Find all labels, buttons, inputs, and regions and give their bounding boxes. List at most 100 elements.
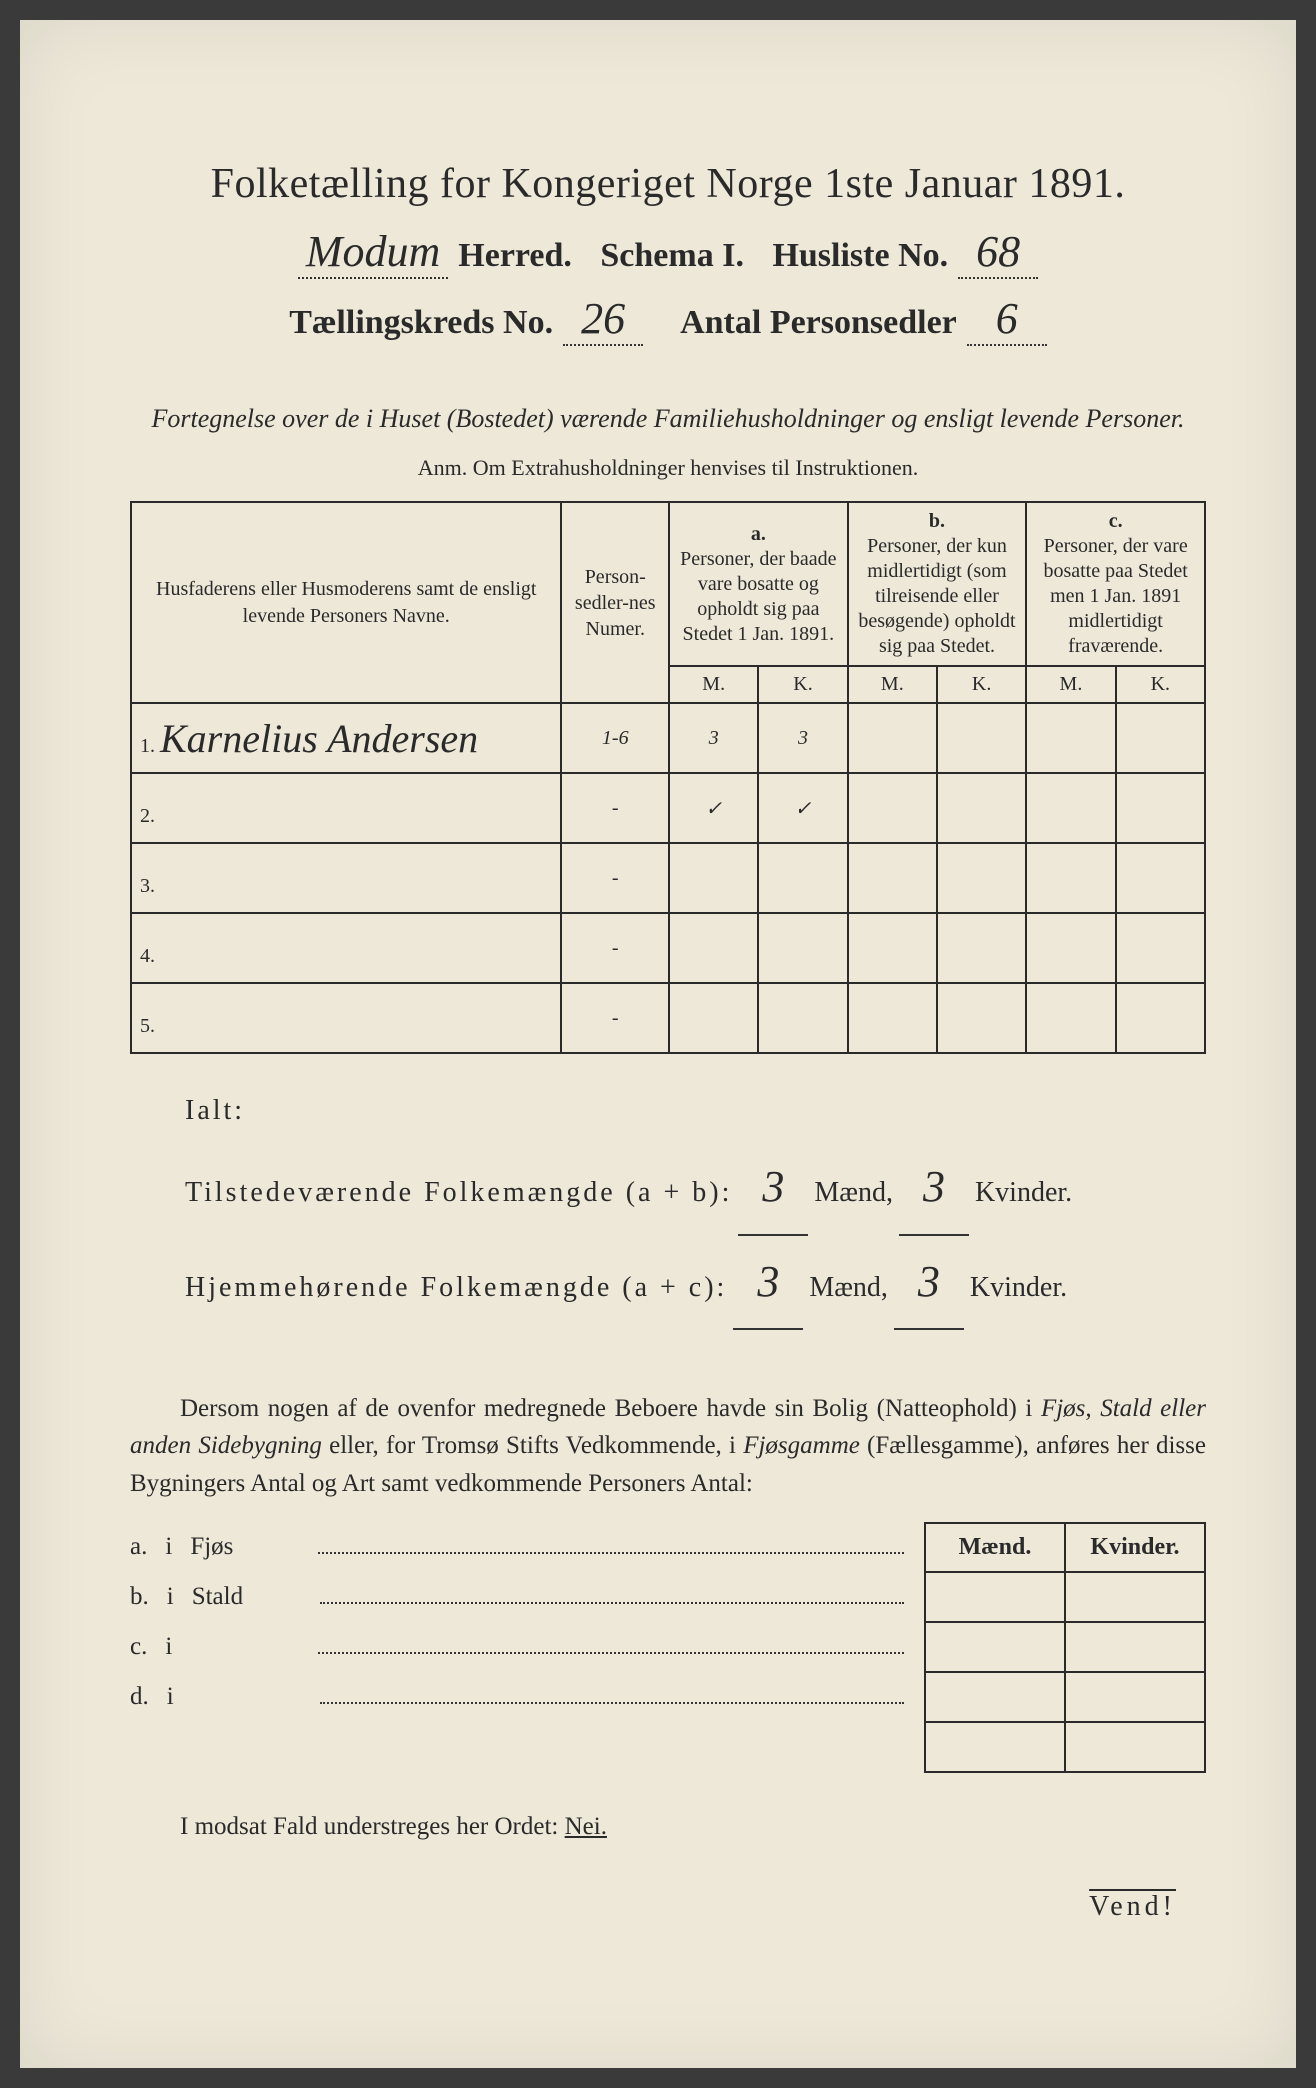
th-c-m: M. bbox=[1026, 666, 1115, 703]
totals-block: Ialt: Tilstedeværende Folkemængde (a + b… bbox=[130, 1082, 1206, 1330]
antal-label: Antal Personsedler bbox=[680, 304, 957, 342]
ialt-label: Ialt: bbox=[185, 1082, 1206, 1141]
row-b-m bbox=[848, 843, 937, 913]
row-b-k bbox=[937, 913, 1026, 983]
side-table: a.iFjøsb.iStaldc.id.i Mænd. Kvinder. bbox=[130, 1522, 1206, 1773]
row-a-m: ✓ bbox=[669, 773, 758, 843]
mk-cell bbox=[1065, 1722, 1205, 1772]
husliste-label: Husliste No. bbox=[772, 237, 948, 275]
side-dots bbox=[318, 1542, 904, 1554]
side-dots bbox=[320, 1692, 904, 1704]
th-c-text: Personer, der vare bosatte paa Stedet me… bbox=[1035, 534, 1196, 659]
row-b-k bbox=[937, 983, 1026, 1053]
mk-kvinder: Kvinder. bbox=[1065, 1523, 1205, 1572]
th-c-k: K. bbox=[1116, 666, 1205, 703]
tilstede-m: 3 bbox=[738, 1141, 808, 1235]
vend-label: Vend! bbox=[130, 1891, 1206, 1923]
mk-maend: Mænd. bbox=[925, 1523, 1065, 1572]
form-caption: Fortegnelse over de i Huset (Bostedet) v… bbox=[130, 401, 1206, 437]
side-row: c.i bbox=[130, 1622, 904, 1672]
side-letter: d. bbox=[130, 1672, 149, 1722]
para-em2: Fjøsgamme bbox=[743, 1432, 860, 1459]
kvinder-label-2: Kvinder. bbox=[970, 1259, 1067, 1318]
table-row: 5. - bbox=[131, 983, 1205, 1053]
row-c-m bbox=[1026, 773, 1115, 843]
tilstede-line: Tilstedeværende Folkemængde (a + b): 3 M… bbox=[185, 1141, 1206, 1235]
th-b-text: Personer, der kun midlertidigt (som tilr… bbox=[857, 534, 1018, 659]
row-c-k bbox=[1116, 913, 1205, 983]
mk-cell bbox=[925, 1672, 1065, 1722]
row-a-m bbox=[669, 843, 758, 913]
maend-label: Mænd, bbox=[814, 1164, 893, 1223]
row-a-m: 3 bbox=[669, 703, 758, 773]
maend-label-2: Mænd, bbox=[809, 1259, 888, 1318]
row-name-cell: 2. bbox=[131, 773, 561, 843]
row-num-cell: - bbox=[561, 913, 669, 983]
th-c-label: c. bbox=[1035, 509, 1196, 534]
husliste-value: 68 bbox=[958, 226, 1038, 279]
mk-cell bbox=[925, 1622, 1065, 1672]
th-a-k: K. bbox=[758, 666, 847, 703]
schema-label: Schema I. bbox=[600, 237, 744, 275]
row-num-cell: - bbox=[561, 983, 669, 1053]
header-block: Folketælling for Kongeriget Norge 1ste J… bbox=[130, 160, 1206, 346]
th-a-m: M. bbox=[669, 666, 758, 703]
mk-cell bbox=[925, 1722, 1065, 1772]
row-c-m bbox=[1026, 983, 1115, 1053]
row-a-k bbox=[758, 983, 847, 1053]
mk-cell bbox=[1065, 1622, 1205, 1672]
side-list: a.iFjøsb.iStaldc.id.i bbox=[130, 1522, 904, 1773]
hjemme-k: 3 bbox=[894, 1236, 964, 1330]
row-name-cell: 5. bbox=[131, 983, 561, 1053]
herred-value: Modum bbox=[298, 226, 448, 279]
row-b-m bbox=[848, 913, 937, 983]
herred-label: Herred. bbox=[458, 237, 572, 275]
kvinder-label: Kvinder. bbox=[975, 1164, 1072, 1223]
th-name: Husfaderens eller Husmoderens samt de en… bbox=[131, 502, 561, 703]
nei-word: Nei. bbox=[565, 1813, 607, 1840]
row-num-cell: - bbox=[561, 843, 669, 913]
side-dots bbox=[318, 1642, 904, 1654]
nei-text: I modsat Fald understreges her Ordet: bbox=[180, 1813, 565, 1840]
side-i: i bbox=[167, 1672, 174, 1722]
row-c-k bbox=[1116, 703, 1205, 773]
row-b-k bbox=[937, 703, 1026, 773]
table-body: 1. Karnelius Andersen1-6332. -✓✓3. -4. -… bbox=[131, 703, 1205, 1053]
row-c-k bbox=[1116, 983, 1205, 1053]
side-dots bbox=[320, 1592, 904, 1604]
side-letter: a. bbox=[130, 1522, 147, 1572]
th-b-k: K. bbox=[937, 666, 1026, 703]
row-a-k bbox=[758, 913, 847, 983]
row-name-cell: 1. Karnelius Andersen bbox=[131, 703, 561, 773]
mk-cell bbox=[925, 1572, 1065, 1622]
row-a-k: ✓ bbox=[758, 773, 847, 843]
row-num-cell: - bbox=[561, 773, 669, 843]
side-i: i bbox=[167, 1572, 174, 1622]
row-c-m bbox=[1026, 913, 1115, 983]
hjemme-m: 3 bbox=[733, 1236, 803, 1330]
row-a-m bbox=[669, 913, 758, 983]
th-a-text: Personer, der baade vare bosatte og opho… bbox=[678, 547, 839, 647]
tilstede-label: Tilstedeværende Folkemængde (a + b): bbox=[185, 1164, 732, 1223]
main-title: Folketælling for Kongeriget Norge 1ste J… bbox=[130, 160, 1206, 208]
row-c-m bbox=[1026, 703, 1115, 773]
th-a-label: a. bbox=[678, 522, 839, 547]
census-form-page: Folketælling for Kongeriget Norge 1ste J… bbox=[20, 20, 1296, 2068]
hjemme-label: Hjemmehørende Folkemængde (a + c): bbox=[185, 1259, 727, 1318]
row-a-k bbox=[758, 843, 847, 913]
side-label: Fjøs bbox=[190, 1522, 300, 1572]
row-b-k bbox=[937, 773, 1026, 843]
tilstede-k: 3 bbox=[899, 1141, 969, 1235]
kreds-label: Tællingskreds No. bbox=[289, 304, 553, 342]
mk-table: Mænd. Kvinder. bbox=[924, 1522, 1206, 1773]
row-c-k bbox=[1116, 843, 1205, 913]
th-b-m: M. bbox=[848, 666, 937, 703]
census-table: Husfaderens eller Husmoderens samt de en… bbox=[130, 501, 1206, 1054]
side-label: Stald bbox=[192, 1572, 302, 1622]
th-a: a. Personer, der baade vare bosatte og o… bbox=[669, 502, 848, 666]
row-num-cell: 1-6 bbox=[561, 703, 669, 773]
para-1: Dersom nogen af de ovenfor medregnede Be… bbox=[180, 1395, 1041, 1422]
table-row: 4. - bbox=[131, 913, 1205, 983]
row-b-k bbox=[937, 843, 1026, 913]
kreds-value: 26 bbox=[563, 293, 643, 346]
